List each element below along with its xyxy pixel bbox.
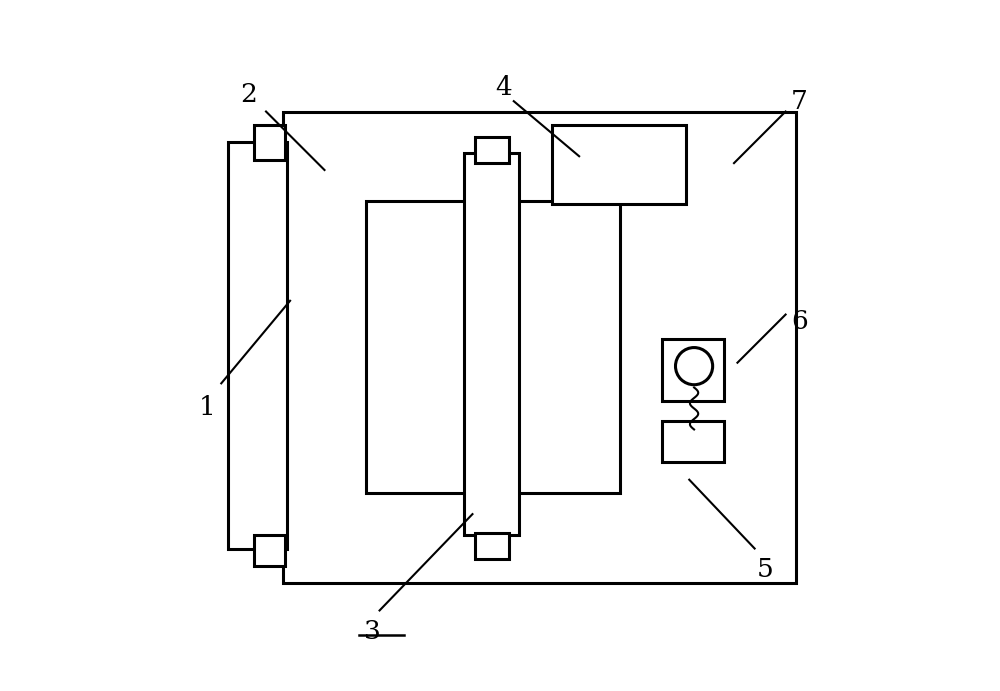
Bar <box>228 142 287 549</box>
Circle shape <box>675 348 713 385</box>
Text: 3: 3 <box>364 618 381 643</box>
Text: 1: 1 <box>199 395 216 420</box>
Text: 4: 4 <box>495 75 512 100</box>
Bar <box>662 339 724 401</box>
Bar <box>283 111 796 583</box>
Bar <box>464 153 519 535</box>
Bar <box>493 201 620 493</box>
Bar <box>475 533 509 559</box>
Text: 6: 6 <box>791 309 808 334</box>
Bar <box>475 137 509 163</box>
Bar <box>552 125 686 205</box>
Bar <box>254 535 285 566</box>
Bar <box>254 125 285 160</box>
Bar <box>366 201 493 493</box>
Text: 7: 7 <box>791 88 808 114</box>
Text: 5: 5 <box>757 557 773 582</box>
Text: 2: 2 <box>240 82 257 107</box>
Bar <box>662 422 724 462</box>
